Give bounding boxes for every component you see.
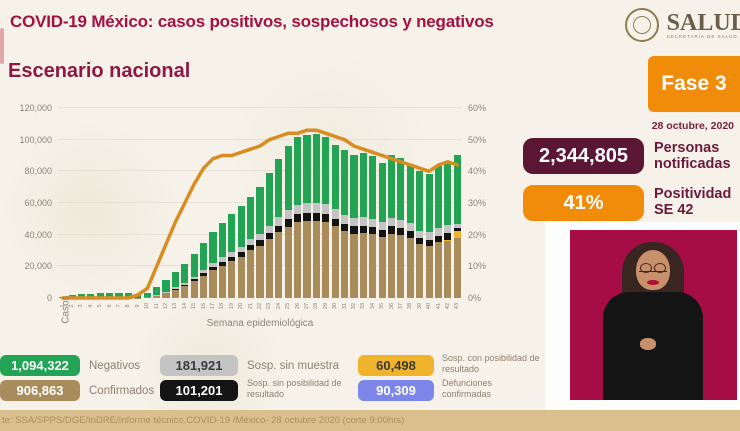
salud-logo-subtext: SECRETARÍA DE SALUD — [666, 33, 738, 39]
stat-sosp-sin-posibilidad-value: 101,201 — [160, 380, 238, 401]
x-axis-label: Semana epidemiológica — [206, 318, 314, 329]
bar-week-12 — [162, 279, 170, 298]
x-axis-ticks: 1 2 3 4 5 6 7 8 9 10 11 12 13 14 15 16 17 18 19 20 21 22 23 24 2… — [59, 302, 461, 310]
salud-logo-text: SALUD — [666, 9, 740, 36]
kpi-positivity-label: Positividad SE 42 — [654, 186, 732, 218]
bar-week-43 — [453, 154, 461, 298]
stat-sosp-con-posibilidad-value: 60,498 — [358, 355, 434, 376]
bar-week-17 — [209, 232, 217, 298]
bar-week-23 — [265, 172, 273, 298]
bar-week-35 — [378, 162, 386, 298]
interpreter-hand — [640, 338, 656, 350]
bar-week-31 — [340, 149, 349, 298]
stacked-bar-chart: 0 20,000 40,000 60,000 80,000 100,000 120,000 … — [19, 103, 569, 336]
bar-week-13 — [171, 271, 179, 298]
interpreter-lips — [647, 280, 659, 285]
bar-week-18 — [218, 222, 226, 298]
stat-negativos-value: 1,094,322 — [0, 355, 80, 376]
bar-week-15 — [190, 254, 198, 298]
bar-week-25 — [284, 146, 292, 298]
bar-week-20 — [237, 206, 245, 298]
bar-week-28 — [312, 134, 320, 298]
positivity-line — [60, 128, 460, 300]
stat-confirmados-value: 906,863 — [0, 380, 80, 401]
kpi-positivity-value: 41% — [523, 185, 644, 221]
phase-badge: Fase 3 — [648, 56, 740, 112]
bar-week-21 — [247, 196, 255, 298]
eagle-seal-icon — [624, 8, 659, 42]
salud-logo: SALUD SECRETARÍA DE SALUD — [624, 8, 740, 42]
bar-week-16 — [200, 243, 208, 298]
bar-week-34 — [369, 156, 377, 298]
page-title: COVID-19 México: casos positivos, sospec… — [10, 12, 494, 31]
bar-week-38 — [406, 164, 414, 298]
bar-week-29 — [322, 136, 330, 298]
stat-defunciones-label: Defunciones confirmadas — [442, 378, 493, 399]
report-date: 28 octubre, 2020 — [651, 120, 734, 132]
bar-week-33 — [359, 153, 367, 298]
bar-week-19 — [228, 214, 236, 298]
bar-week-37 — [397, 157, 405, 298]
footer-bar: te: SSA/SPPS/DGE/InDRE/Informe técnico.C… — [0, 410, 740, 431]
bar-week-22 — [256, 187, 264, 298]
bar-week-10 — [143, 292, 151, 298]
stat-sosp-sin-muestra-label: Sosp. sin muestra — [247, 360, 340, 372]
bar-week-41 — [434, 165, 443, 298]
bar-week-30 — [331, 145, 339, 298]
stat-confirmados-label: Confirmados — [89, 385, 155, 397]
watermark-fragment — [0, 28, 4, 64]
bar-week-32 — [350, 154, 358, 298]
bar-week-27 — [303, 134, 311, 298]
stat-sosp-sin-muestra-value: 181,921 — [160, 355, 238, 376]
stat-sosp-con-posibilidad-label: Sosp. con posibilidad de resultado — [442, 353, 540, 374]
bar-week-36 — [387, 154, 396, 298]
bar-week-24 — [275, 158, 283, 298]
section-title: Escenario nacional — [8, 60, 191, 82]
source-text: te: SSA/SPPS/DGE/InDRE/Informe técnico.C… — [2, 415, 405, 426]
kpi-notified-value: 2,344,805 — [523, 138, 644, 174]
bar-week-39 — [416, 170, 424, 298]
bar-week-40 — [425, 173, 433, 298]
bar-week-26 — [294, 137, 302, 298]
bar-week-14 — [181, 263, 189, 298]
kpi-notified-label: Personas notificadas — [654, 140, 731, 172]
bar-week-11 — [153, 286, 161, 298]
bar-week-42 — [444, 161, 452, 298]
stat-sosp-sin-posibilidad-label: Sosp. sin posibilidad de resultado — [247, 378, 342, 399]
interpreter-glasses — [639, 263, 667, 273]
stat-defunciones-value: 90,309 — [358, 380, 434, 401]
stat-negativos-label: Negativos — [89, 360, 141, 372]
sign-language-interpreter-video — [570, 230, 737, 400]
